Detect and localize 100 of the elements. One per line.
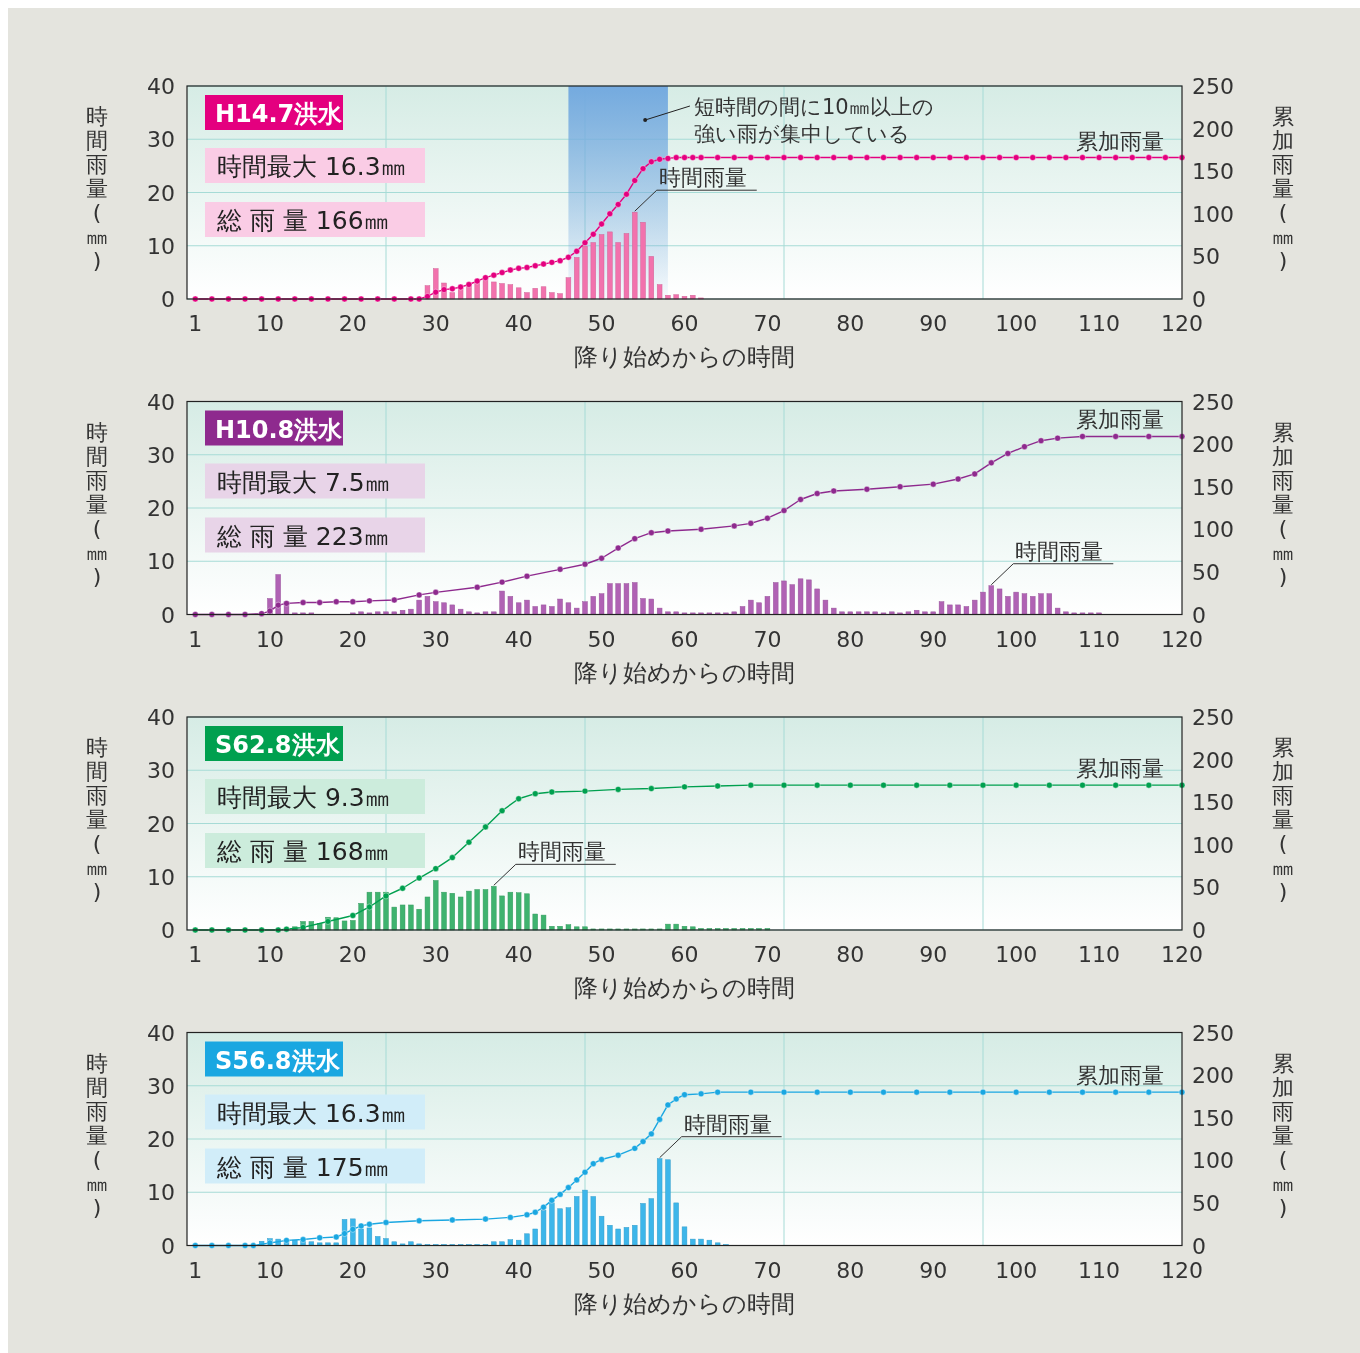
x-tick-label: 110 (1078, 626, 1121, 652)
x-tick-label: 80 (836, 1257, 865, 1283)
y-axis-title: 時間雨量(㎜) (86, 419, 108, 589)
y2-tick-label: 200 (1192, 747, 1234, 773)
y-tick-label: 10 (147, 233, 175, 259)
y-tick-label: 20 (147, 811, 175, 837)
y2-tick-label: 0 (1192, 918, 1206, 943)
y2-tick-label: 50 (1192, 1190, 1220, 1216)
x-tick-label: 90 (919, 942, 948, 967)
x-tick-label: 30 (421, 1257, 450, 1283)
x-tick-label: 80 (836, 942, 865, 967)
y2-tick-label: 100 (1192, 1148, 1234, 1174)
x-axis-title: 降り始めからの時間 (574, 974, 795, 1002)
x-tick-label: 10 (255, 1257, 284, 1283)
series-label: 累加雨量 (1076, 1063, 1164, 1089)
y2-tick-label: 250 (1192, 705, 1234, 730)
info-box: 時間最大 7.5㎜ (205, 463, 425, 499)
x-tick-label: 120 (1161, 1257, 1203, 1283)
y-tick-label: 0 (161, 918, 175, 943)
x-tick-label: 50 (587, 942, 616, 967)
y2-tick-label: 150 (1192, 1105, 1234, 1131)
x-tick-label: 70 (753, 626, 782, 652)
x-tick-label: 30 (421, 942, 450, 967)
y-tick-label: 30 (147, 127, 175, 153)
y2-tick-label: 250 (1192, 74, 1234, 99)
x-tick-label: 30 (421, 626, 450, 652)
x-tick-label: 60 (670, 1257, 699, 1283)
title-badge: H10.8洪水 (205, 410, 343, 446)
y2-tick-label: 100 (1192, 832, 1234, 858)
y-axis-title: 時間雨量(㎜) (86, 1050, 108, 1220)
x-tick-label: 100 (995, 942, 1038, 967)
y-tick-label: 20 (147, 496, 175, 521)
x-tick-label: 30 (421, 311, 450, 336)
info-box: 総 雨 量 223㎜ (205, 517, 425, 553)
x-tick-label: 120 (1161, 311, 1203, 336)
y-tick-label: 30 (147, 1073, 175, 1099)
y2-tick-label: 150 (1192, 474, 1234, 500)
x-tick-label: 70 (753, 942, 782, 967)
x-tick-label: 10 (255, 626, 284, 652)
x-tick-label: 80 (836, 311, 865, 336)
x-tick-label: 100 (995, 626, 1038, 652)
x-tick-label: 1 (188, 942, 203, 967)
y-axis-title: 時間雨量(㎜) (86, 104, 108, 273)
y-tick-label: 20 (147, 180, 175, 206)
annotation: 時間雨量 (658, 165, 747, 191)
y-tick-label: 40 (147, 74, 175, 99)
annotation: 時間最大 7.5㎜ (217, 467, 390, 497)
y2-axis-title: 累加雨量(㎜) (1272, 735, 1294, 904)
info-box: 総 雨 量 168㎜ (205, 833, 425, 868)
x-tick-label: 120 (1161, 626, 1203, 652)
x-tick-label: 1 (188, 626, 203, 652)
y2-axis-title: 累加雨量(㎜) (1272, 419, 1294, 589)
x-tick-label: 10 (255, 311, 284, 336)
y-tick-label: 10 (147, 864, 175, 890)
y2-tick-label: 200 (1192, 432, 1234, 458)
x-tick-label: 40 (504, 626, 533, 652)
y2-tick-label: 150 (1192, 790, 1234, 816)
x-tick-label: 80 (836, 626, 865, 652)
y-tick-label: 0 (161, 1233, 175, 1259)
y2-tick-label: 0 (1192, 602, 1206, 628)
x-tick-label: 50 (587, 626, 616, 652)
x-tick-label: 110 (1078, 311, 1121, 336)
annotation: 時間最大 16.3㎜ (217, 152, 406, 181)
x-tick-label: 70 (753, 311, 782, 336)
y-tick-label: 10 (147, 1180, 175, 1206)
x-tick-label: 10 (255, 942, 284, 967)
y-tick-label: 20 (147, 1127, 175, 1152)
y2-tick-label: 0 (1192, 1233, 1206, 1259)
y2-tick-label: 100 (1192, 517, 1234, 543)
x-tick-label: 90 (919, 1257, 948, 1283)
x-tick-label: 40 (504, 311, 533, 336)
series-label: 累加雨量 (1076, 756, 1164, 782)
y-tick-label: 0 (161, 287, 175, 312)
x-tick-label: 100 (995, 1257, 1038, 1283)
y2-tick-label: 150 (1192, 159, 1234, 185)
y2-axis-title: 累加雨量(㎜) (1272, 1050, 1294, 1220)
y-tick-label: 10 (147, 549, 175, 575)
band-label: 短時間の間に10㎜以上の強い雨が集中している (693, 95, 934, 146)
info-box: 時間最大 16.3㎜ (205, 148, 425, 183)
y-tick-label: 30 (147, 442, 175, 468)
title-badge: S56.8洪水 (205, 1041, 343, 1077)
y-tick-label: 40 (147, 1020, 175, 1046)
y-tick-label: 40 (147, 389, 175, 415)
annotation: 総 雨 量 166㎜ (216, 206, 389, 235)
annotation: 時間雨量 (1015, 538, 1104, 564)
x-axis-title: 降り始めからの時間 (574, 1289, 795, 1318)
x-tick-label: 60 (670, 311, 699, 336)
annotation: 時間最大 16.3㎜ (217, 1098, 406, 1128)
y2-tick-label: 50 (1192, 244, 1220, 270)
y2-tick-label: 50 (1192, 875, 1220, 901)
x-tick-label: 40 (504, 1257, 533, 1283)
x-tick-label: 20 (338, 942, 367, 967)
annotation: 総 雨 量 168㎜ (216, 837, 389, 866)
info-box: 総 雨 量 175㎜ (205, 1148, 425, 1184)
x-tick-label: 60 (670, 942, 699, 967)
x-tick-label: 110 (1078, 942, 1121, 967)
y-tick-label: 30 (147, 758, 175, 784)
title-badge: H14.7洪水 (205, 95, 343, 130)
x-tick-label: 20 (338, 1257, 367, 1283)
x-tick-label: 70 (753, 1257, 782, 1283)
